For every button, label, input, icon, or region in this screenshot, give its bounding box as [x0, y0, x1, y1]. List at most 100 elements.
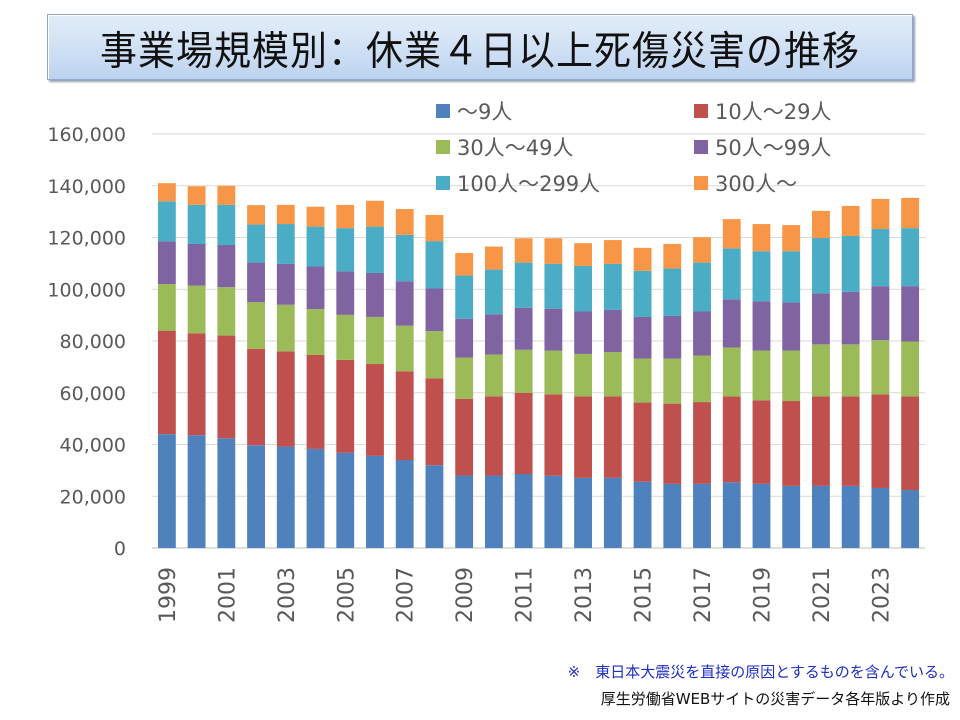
- bar-segment-2018-series-3: [722, 299, 741, 348]
- bar-segment-2003-series-4: [276, 224, 295, 264]
- bar-segment-1999-series-1: [157, 330, 176, 435]
- bar-segment-2010-series-3: [484, 314, 503, 355]
- earthquake-note: ※ 東日本大震災を直接の原因とするものを含んでいる。: [567, 663, 954, 681]
- y-tick-label: 60,000: [60, 383, 126, 405]
- bar-stack-2009: [455, 253, 474, 548]
- bar-stack-2012: [544, 238, 563, 548]
- bar-segment-2013-series-5: [574, 243, 593, 266]
- bar-stack-2018: [722, 219, 741, 548]
- legend-item: 10人～29人: [694, 96, 831, 126]
- legend-swatch-icon: [436, 176, 450, 190]
- bar-segment-2001-series-2: [217, 287, 236, 336]
- bar-segment-2013-series-4: [574, 265, 593, 312]
- bar-segment-2004-series-0: [306, 448, 325, 548]
- bar-segment-2023-series-1: [871, 394, 890, 488]
- bar-segment-2024-series-2: [901, 341, 920, 397]
- bar-stack-2003: [276, 204, 295, 548]
- bar-segment-2020-series-2: [782, 350, 801, 402]
- bar-segment-2013-series-2: [574, 353, 593, 397]
- bar-segment-2015-series-4: [633, 270, 652, 317]
- bar-segment-2012-series-4: [544, 263, 563, 309]
- bar-segment-2020-series-0: [782, 485, 801, 548]
- bar-segment-2005-series-2: [336, 314, 355, 360]
- bar-segment-2014-series-4: [603, 263, 622, 310]
- x-tick-label: 2011: [513, 567, 538, 623]
- bar-segment-2017-series-2: [693, 355, 711, 403]
- y-axis-tick-labels: 0 20,000 40,000 60,000 80,000 100,000 120,000 1…: [47, 124, 126, 560]
- bar-segment-2002-series-0: [247, 445, 265, 548]
- bar-stack-2011: [514, 238, 533, 548]
- bar-segment-2002-series-4: [247, 224, 265, 263]
- bar-segment-2021-series-3: [812, 293, 830, 345]
- bar-segment-2009-series-1: [455, 398, 474, 476]
- bar-segment-2014-series-5: [603, 240, 622, 264]
- bar-segment-2024-series-3: [901, 286, 920, 342]
- bar-segment-2004-series-1: [306, 354, 325, 449]
- bar-segment-2018-series-4: [722, 248, 741, 300]
- bar-segment-2023-series-0: [871, 487, 890, 548]
- bar-segment-2000-series-4: [187, 204, 206, 244]
- bar-segment-2010-series-4: [484, 269, 503, 315]
- bar-stack-2002: [247, 205, 265, 548]
- bar-segment-2020-series-4: [782, 251, 801, 303]
- bar-segment-2015-series-3: [633, 316, 652, 359]
- bar-segment-2003-series-5: [276, 204, 295, 225]
- bar-segment-2009-series-2: [455, 357, 474, 399]
- bar-stack-2014: [603, 240, 622, 548]
- bar-segment-2006-series-2: [366, 316, 384, 365]
- bar-segment-2015-series-0: [633, 481, 652, 548]
- bar-segment-2010-series-0: [484, 475, 503, 548]
- x-tick-label: 2007: [394, 567, 419, 623]
- bar-segment-2017-series-0: [693, 483, 711, 548]
- bar-stack-2010: [484, 246, 503, 548]
- bar-segment-2021-series-0: [812, 485, 830, 548]
- bars: [157, 183, 920, 548]
- bar-segment-2010-series-1: [484, 396, 503, 476]
- bar-segment-2008-series-5: [425, 214, 444, 242]
- legend-label: 10人～29人: [715, 100, 832, 124]
- bar-segment-2021-series-4: [812, 238, 830, 294]
- bar-segment-2014-series-0: [603, 477, 622, 548]
- bar-segment-2022-series-2: [841, 344, 860, 397]
- bar-segment-2016-series-5: [663, 243, 682, 269]
- bar-segment-2007-series-5: [395, 209, 414, 235]
- bar-segment-2016-series-1: [663, 403, 682, 484]
- bar-segment-2000-series-0: [187, 435, 206, 548]
- bar-segment-2023-series-2: [871, 340, 890, 395]
- bar-segment-2002-series-1: [247, 348, 265, 446]
- bar-segment-2019-series-3: [752, 301, 771, 351]
- legend-swatch-icon: [436, 140, 450, 154]
- bar-segment-2018-series-5: [722, 219, 741, 249]
- bar-segment-2020-series-3: [782, 302, 801, 351]
- bar-stack-2007: [395, 209, 414, 548]
- bar-segment-2007-series-2: [395, 325, 414, 372]
- bar-segment-2004-series-2: [306, 309, 325, 355]
- bar-segment-1999-series-4: [157, 201, 176, 242]
- bar-segment-2008-series-1: [425, 378, 444, 466]
- bar-segment-2017-series-5: [693, 237, 711, 263]
- bar-segment-2005-series-0: [336, 452, 355, 548]
- bar-segment-2019-series-5: [752, 224, 771, 252]
- bar-segment-2017-series-1: [693, 402, 711, 484]
- x-tick-label: 2021: [810, 567, 835, 623]
- bar-stack-2001: [217, 185, 236, 548]
- bar-stack-2013: [574, 243, 593, 548]
- bar-segment-2006-series-0: [366, 455, 384, 548]
- bar-stack-2015: [633, 247, 652, 548]
- bar-stack-2008: [425, 214, 444, 548]
- bar-segment-2002-series-3: [247, 262, 265, 303]
- bar-segment-2008-series-2: [425, 331, 444, 379]
- bar-segment-2016-series-0: [663, 483, 682, 548]
- bar-stack-2024: [901, 197, 920, 548]
- bar-segment-2024-series-1: [901, 396, 920, 491]
- bar-segment-2006-series-3: [366, 272, 384, 317]
- bar-segment-2000-series-3: [187, 243, 206, 286]
- bar-segment-2004-series-3: [306, 266, 325, 310]
- bar-segment-2022-series-0: [841, 485, 860, 548]
- bar-segment-2017-series-3: [693, 311, 711, 356]
- x-tick-label: 2015: [632, 567, 657, 623]
- bar-segment-1999-series-3: [157, 241, 176, 285]
- bar-segment-2010-series-5: [484, 246, 503, 270]
- legend-label: 100人～299人: [457, 172, 601, 196]
- legend-swatch-icon: [694, 176, 708, 190]
